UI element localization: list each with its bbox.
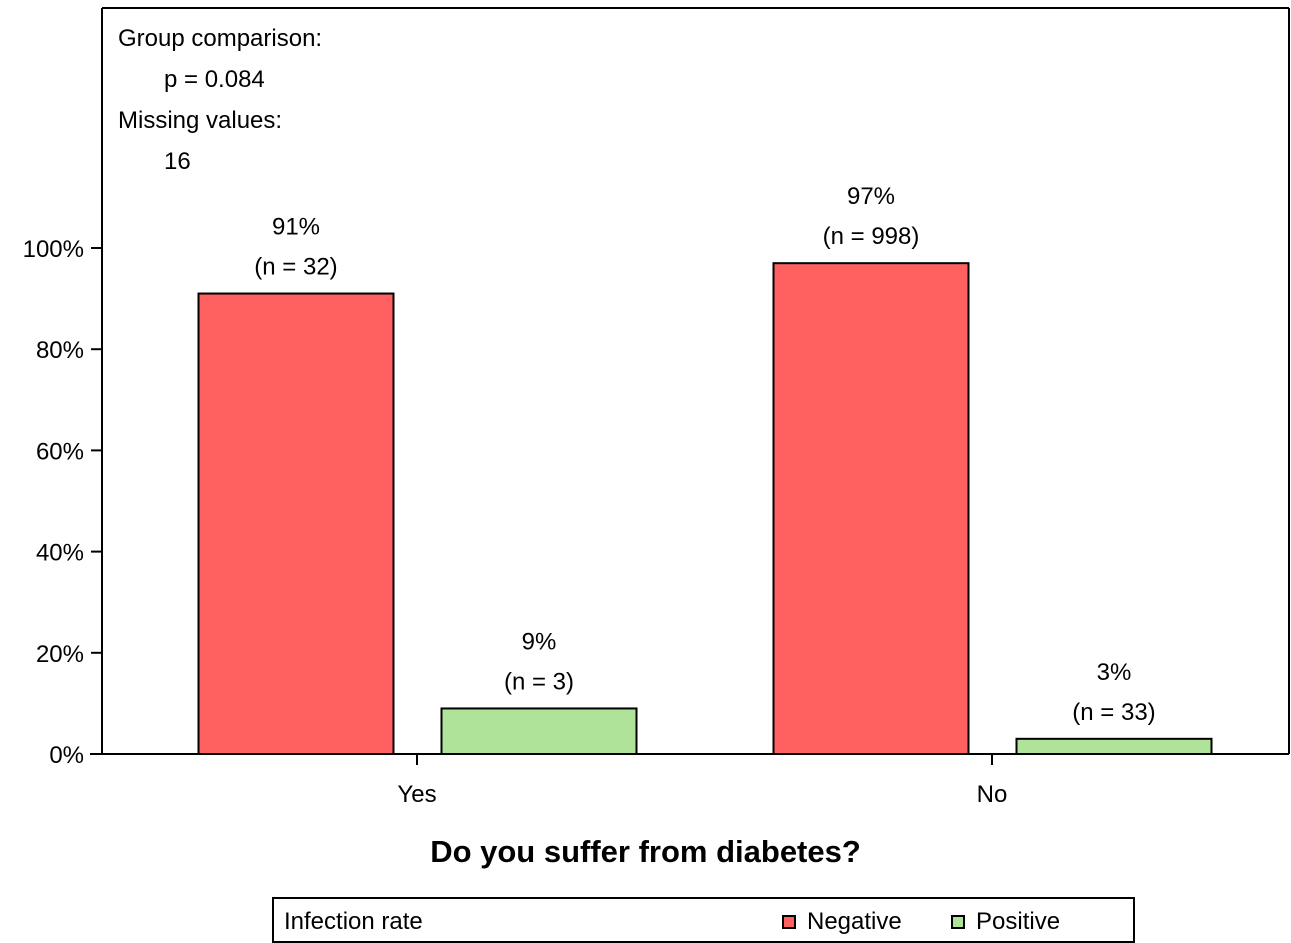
data-label-count: (n = 3): [504, 668, 574, 695]
legend-swatch-positive: [951, 915, 965, 929]
y-tick-label: 40%: [36, 540, 84, 567]
missing-values-label: Missing values:: [118, 107, 283, 134]
legend-title: Infection rate: [284, 908, 423, 935]
legend: Infection rate Negative Positive: [272, 897, 1135, 943]
bars: [197, 262, 1213, 756]
data-label-percent: 91%: [272, 214, 320, 241]
y-tick-label: 60%: [36, 438, 84, 465]
bar-negative-yes: [197, 292, 395, 755]
legend-label-positive: Positive: [976, 908, 1061, 935]
legend-swatch-negative: [782, 915, 796, 929]
data-label-count: (n = 32): [254, 254, 337, 281]
bar-positive-yes: [440, 707, 638, 756]
info-box: Group comparison: p = 0.084 Missing valu…: [118, 18, 322, 182]
legend-item-positive: Positive: [951, 908, 1060, 936]
bar-positive-no: [1015, 737, 1213, 756]
bar-negative-no: [772, 262, 970, 755]
x-axis-title: Do you suffer from diabetes?: [430, 834, 861, 869]
legend-label-negative: Negative: [807, 908, 902, 935]
data-label-percent: 3%: [1097, 659, 1132, 686]
y-tick-label: 100%: [23, 236, 84, 263]
missing-values-count: 16: [164, 148, 191, 175]
data-label-count: (n = 998): [823, 223, 920, 250]
legend-item-negative: Negative: [782, 908, 902, 936]
p-value: p = 0.084: [164, 66, 265, 93]
x-tick-label: Yes: [397, 781, 436, 808]
data-labels: 91% (n = 32) 9% (n = 3) 97% (n = 998) 3% (n = 3…: [254, 183, 1155, 726]
y-tick-label: 80%: [36, 337, 84, 364]
y-tick-label: 20%: [36, 641, 84, 668]
axes: 0% 20% 40% 60% 80% 100% Yes No: [23, 7, 1290, 808]
group-comparison-label: Group comparison:: [118, 25, 323, 52]
data-label-percent: 9%: [522, 628, 557, 655]
data-label-percent: 97%: [847, 183, 895, 210]
x-tick-label: No: [977, 781, 1008, 808]
y-tick-label: 0%: [49, 742, 84, 769]
data-label-count: (n = 33): [1072, 699, 1155, 726]
